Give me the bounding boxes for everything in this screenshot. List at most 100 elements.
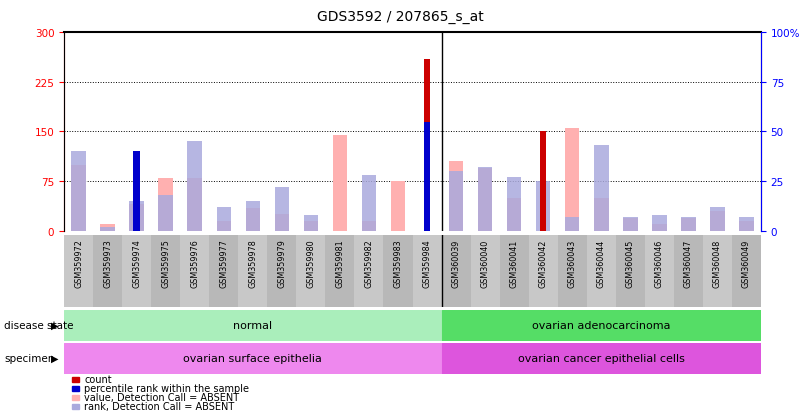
Bar bbox=[470, 235, 500, 308]
Bar bbox=[449, 172, 463, 231]
Text: GSM360043: GSM360043 bbox=[568, 239, 577, 287]
Text: GSM359973: GSM359973 bbox=[103, 239, 112, 288]
Bar bbox=[732, 235, 761, 308]
Bar bbox=[332, 135, 347, 231]
Text: GSM359984: GSM359984 bbox=[423, 239, 432, 287]
Bar bbox=[325, 235, 354, 308]
Bar bbox=[64, 343, 441, 374]
Bar bbox=[565, 217, 579, 231]
Bar bbox=[710, 211, 725, 231]
Text: ovarian surface epithelia: ovarian surface epithelia bbox=[183, 353, 322, 363]
Text: GSM360042: GSM360042 bbox=[539, 239, 548, 287]
Bar bbox=[362, 176, 376, 231]
Text: GSM359979: GSM359979 bbox=[277, 239, 286, 288]
Bar bbox=[507, 198, 521, 231]
Bar bbox=[710, 207, 725, 231]
Bar bbox=[586, 235, 616, 308]
Text: ▶: ▶ bbox=[51, 320, 58, 330]
Text: count: count bbox=[84, 374, 111, 384]
Bar bbox=[441, 235, 470, 308]
Text: GSM359974: GSM359974 bbox=[132, 239, 141, 288]
Bar bbox=[478, 169, 493, 231]
Text: GSM360044: GSM360044 bbox=[597, 239, 606, 287]
Bar bbox=[557, 235, 586, 308]
Text: GSM359978: GSM359978 bbox=[248, 239, 257, 288]
Bar bbox=[275, 215, 289, 231]
Bar bbox=[71, 152, 86, 231]
Bar bbox=[354, 235, 384, 308]
Bar bbox=[594, 198, 609, 231]
Text: GSM359982: GSM359982 bbox=[364, 239, 373, 288]
Bar bbox=[623, 217, 638, 231]
Bar bbox=[413, 235, 441, 308]
Bar bbox=[159, 196, 173, 231]
Text: disease state: disease state bbox=[4, 320, 74, 330]
Text: GDS3592 / 207865_s_at: GDS3592 / 207865_s_at bbox=[317, 10, 484, 24]
Bar bbox=[739, 221, 754, 231]
Bar bbox=[702, 235, 732, 308]
Bar bbox=[616, 235, 645, 308]
Bar bbox=[134, 152, 140, 231]
Bar bbox=[384, 235, 413, 308]
Bar bbox=[623, 218, 638, 231]
Text: GSM359972: GSM359972 bbox=[74, 239, 83, 288]
Bar bbox=[122, 235, 151, 308]
Bar bbox=[391, 182, 405, 231]
Text: GSM360040: GSM360040 bbox=[481, 239, 489, 287]
Bar bbox=[529, 235, 557, 308]
Text: GSM360041: GSM360041 bbox=[509, 239, 518, 287]
Bar bbox=[645, 235, 674, 308]
Bar bbox=[478, 168, 493, 231]
Bar bbox=[151, 235, 180, 308]
Text: GSM359977: GSM359977 bbox=[219, 239, 228, 288]
Bar bbox=[296, 235, 325, 308]
Bar bbox=[100, 227, 115, 231]
Bar bbox=[739, 217, 754, 231]
Bar bbox=[93, 235, 122, 308]
Bar bbox=[536, 182, 550, 231]
Text: GSM360048: GSM360048 bbox=[713, 239, 722, 287]
Bar bbox=[500, 235, 529, 308]
Bar bbox=[216, 221, 231, 231]
Bar bbox=[246, 208, 260, 231]
Bar bbox=[238, 235, 268, 308]
Text: GSM359975: GSM359975 bbox=[161, 239, 170, 288]
Bar bbox=[362, 221, 376, 231]
Bar bbox=[180, 235, 209, 308]
Text: GSM360049: GSM360049 bbox=[742, 239, 751, 287]
Bar bbox=[681, 217, 695, 231]
Bar bbox=[275, 188, 289, 231]
Text: ovarian adenocarcinoma: ovarian adenocarcinoma bbox=[532, 320, 670, 330]
Bar bbox=[565, 129, 579, 231]
Bar bbox=[187, 142, 202, 231]
Text: specimen: specimen bbox=[4, 353, 54, 363]
Bar bbox=[216, 207, 231, 231]
Text: ovarian cancer epithelial cells: ovarian cancer epithelial cells bbox=[517, 353, 685, 363]
Bar bbox=[674, 235, 703, 308]
Text: GSM359980: GSM359980 bbox=[307, 239, 316, 287]
Text: percentile rank within the sample: percentile rank within the sample bbox=[84, 383, 249, 393]
Text: GSM359976: GSM359976 bbox=[191, 239, 199, 288]
Bar bbox=[304, 221, 318, 231]
Bar bbox=[159, 178, 173, 231]
Bar bbox=[652, 225, 666, 231]
Bar bbox=[71, 165, 86, 231]
Bar bbox=[64, 235, 93, 308]
Bar bbox=[187, 178, 202, 231]
Bar bbox=[441, 343, 761, 374]
Bar bbox=[424, 59, 430, 231]
Text: normal: normal bbox=[233, 320, 272, 330]
Text: GSM360039: GSM360039 bbox=[452, 239, 461, 287]
Bar bbox=[64, 310, 441, 341]
Bar bbox=[449, 162, 463, 231]
Bar bbox=[130, 205, 144, 231]
Bar bbox=[540, 132, 546, 231]
Text: GSM359983: GSM359983 bbox=[393, 239, 402, 287]
Bar bbox=[594, 146, 609, 231]
Text: GSM360047: GSM360047 bbox=[684, 239, 693, 287]
Bar bbox=[246, 202, 260, 231]
Bar bbox=[681, 218, 695, 231]
Bar bbox=[424, 122, 430, 231]
Bar bbox=[652, 216, 666, 231]
Text: value, Detection Call = ABSENT: value, Detection Call = ABSENT bbox=[84, 392, 239, 402]
